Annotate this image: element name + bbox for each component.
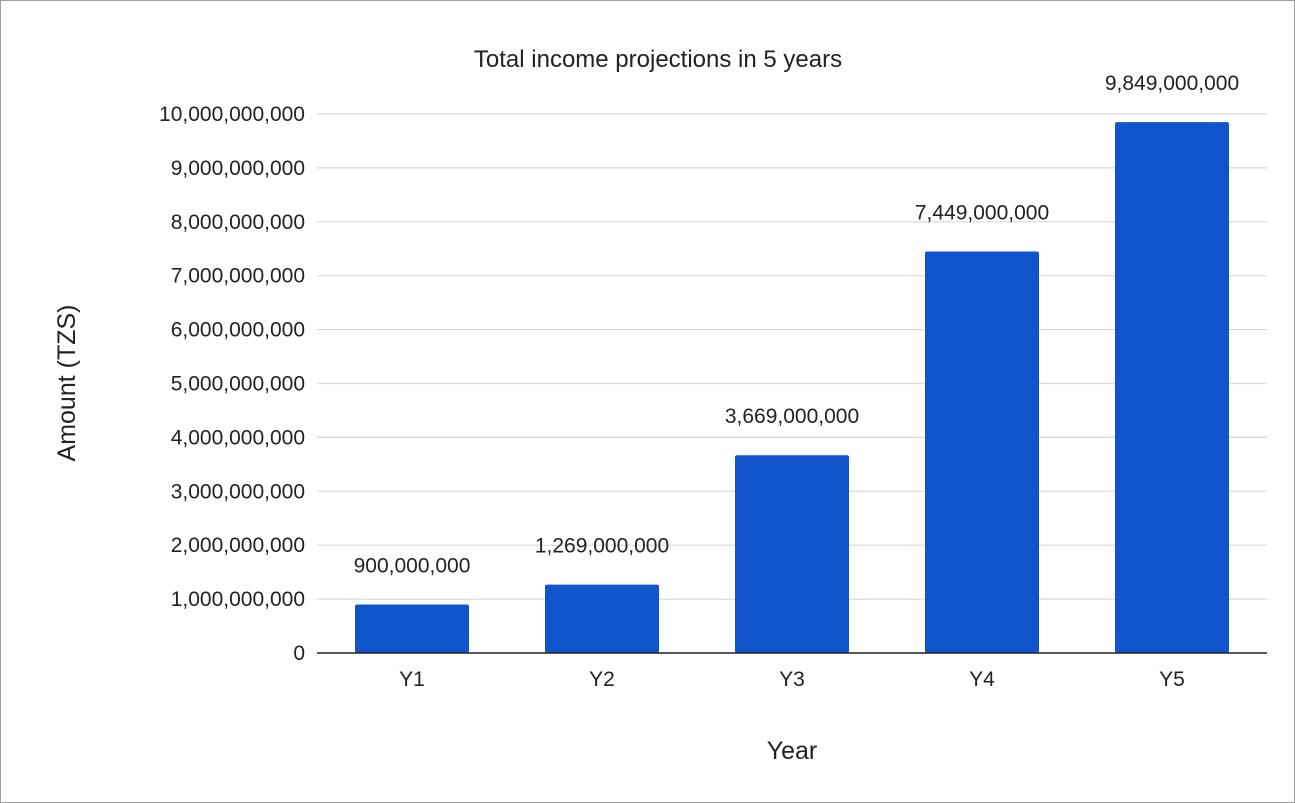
y-tick-label: 8,000,000,000 [171,211,305,234]
bar-y3 [735,455,849,653]
gridlines [317,113,1267,600]
x-tick-label-y4: Y4 [969,668,995,691]
data-label-y5: 9,849,000,000 [1105,72,1239,95]
bar-y4 [925,251,1039,653]
y-tick-label: 7,000,000,000 [171,265,305,288]
y-tick-label: 9,000,000,000 [171,157,305,180]
y-tick-label: 5,000,000,000 [171,373,305,396]
bar-y1 [355,604,469,653]
x-axis-title: Year [767,737,818,765]
y-tick-label: 0 [293,642,305,665]
y-tick-label: 1,000,000,000 [171,588,305,611]
y-axis-ticks: 0 1,000,000,000 2,000,000,000 3,000,000,000… [159,103,305,665]
x-tick-label-y2: Y2 [589,668,615,691]
chart-title: Total income projections in 5 years [474,46,842,73]
y-axis-title: Amount (TZS) [53,305,81,462]
bars [355,122,1229,653]
y-tick-label: 3,000,000,000 [171,480,305,503]
y-tick-label: 10,000,000,000 [159,103,305,126]
bar-y5 [1115,122,1229,653]
x-tick-label-y1: Y1 [399,668,425,691]
x-tick-label-y3: Y3 [779,668,805,691]
data-label-y2: 1,269,000,000 [535,535,669,558]
y-tick-label: 2,000,000,000 [171,534,305,557]
x-axis-categories: Y1 Y2 Y3 Y4 Y5 [399,668,1185,691]
data-label-y4: 7,449,000,000 [915,201,1049,224]
bar-y2 [545,584,659,653]
data-label-y3: 3,669,000,000 [725,405,859,428]
y-tick-label: 4,000,000,000 [171,426,305,449]
data-label-y1: 900,000,000 [354,554,471,577]
x-tick-label-y5: Y5 [1159,668,1185,691]
data-labels: 900,000,000 1,269,000,000 3,669,000,000 7,4… [354,72,1240,577]
y-tick-label: 6,000,000,000 [171,319,305,342]
